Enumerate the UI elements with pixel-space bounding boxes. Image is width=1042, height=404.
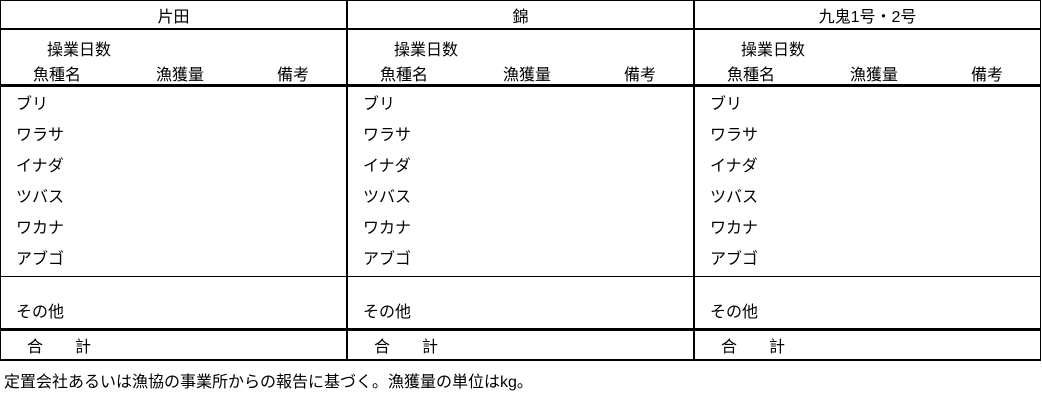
- species-cell: ブリ: [363, 96, 396, 113]
- other-label: その他: [363, 304, 412, 321]
- operating-days-label: 操業日数: [47, 42, 112, 59]
- species-cell: ワラサ: [16, 127, 65, 144]
- section-subheader: 操業日数 魚種名 漁獲量 備考: [348, 30, 693, 87]
- species-cell: ブリ: [16, 96, 49, 113]
- total-label: 合 計: [721, 339, 786, 356]
- species-cell: アブゴ: [710, 251, 759, 268]
- col-header-remarks: 備考: [971, 67, 1004, 84]
- blank-row: [710, 277, 1040, 301]
- species-cell: ツバス: [363, 189, 412, 206]
- section-katada: 片田 操業日数 魚種名 漁獲量 備考 ブリ ワラサ イナダ ツバス ワカナ アブ…: [1, 1, 346, 359]
- section-nishiki: 錦 操業日数 魚種名 漁獲量 備考 ブリ ワラサ イナダ ツバス ワカナ アブゴ…: [346, 1, 693, 359]
- operating-days-label: 操業日数: [741, 42, 806, 59]
- operating-days-label: 操業日数: [394, 42, 459, 59]
- other-label: その他: [16, 304, 65, 321]
- total-row: 合 計: [348, 331, 693, 359]
- species-cell: ワカナ: [363, 220, 412, 237]
- total-label: 合 計: [27, 339, 92, 356]
- other-label: その他: [710, 304, 759, 321]
- other-box: その他: [348, 277, 693, 331]
- species-cell: ツバス: [710, 189, 759, 206]
- other-box: その他: [1, 277, 346, 331]
- col-header-catch: 漁獲量: [503, 67, 552, 84]
- species-cell: アブゴ: [363, 251, 412, 268]
- col-header-species: 魚種名: [380, 67, 429, 84]
- species-cell: ワカナ: [16, 220, 65, 237]
- section-subheader: 操業日数 魚種名 漁獲量 備考: [695, 30, 1040, 87]
- section-kuki-1-2: 九鬼1号・2号 操業日数 魚種名 漁獲量 備考 ブリ ワラサ イナダ ツバス ワ…: [693, 1, 1040, 359]
- section-title: 錦: [348, 1, 693, 30]
- species-cell: イナダ: [710, 158, 758, 175]
- col-header-remarks: 備考: [277, 67, 310, 84]
- species-cell: ツバス: [16, 189, 65, 206]
- col-header-catch: 漁獲量: [156, 67, 205, 84]
- section-subheader: 操業日数 魚種名 漁獲量 備考: [1, 30, 346, 87]
- species-cell: イナダ: [363, 158, 411, 175]
- species-list: ブリ ワラサ イナダ ツバス ワカナ アブゴ: [348, 87, 693, 277]
- other-box: その他: [695, 277, 1040, 331]
- species-cell: イナダ: [16, 158, 64, 175]
- catch-report-table: 片田 操業日数 魚種名 漁獲量 備考 ブリ ワラサ イナダ ツバス ワカナ アブ…: [0, 0, 1041, 361]
- section-title: 九鬼1号・2号: [695, 1, 1040, 30]
- species-cell: ワラサ: [710, 127, 759, 144]
- total-row: 合 計: [1, 331, 346, 359]
- species-cell: ワカナ: [710, 220, 759, 237]
- col-header-species: 魚種名: [33, 67, 82, 84]
- species-list: ブリ ワラサ イナダ ツバス ワカナ アブゴ: [1, 87, 346, 277]
- species-cell: ブリ: [710, 96, 743, 113]
- col-header-catch: 漁獲量: [850, 67, 899, 84]
- species-list: ブリ ワラサ イナダ ツバス ワカナ アブゴ: [695, 87, 1040, 277]
- total-row: 合 計: [695, 331, 1040, 359]
- section-title: 片田: [1, 1, 346, 30]
- total-label: 合 計: [374, 339, 439, 356]
- species-cell: アブゴ: [16, 251, 65, 268]
- col-header-remarks: 備考: [624, 67, 657, 84]
- species-cell: ワラサ: [363, 127, 412, 144]
- blank-row: [363, 277, 693, 301]
- col-header-species: 魚種名: [727, 67, 776, 84]
- footer-note: 定置会社あるいは漁協の事業所からの報告に基づく。漁獲量の単位はkg。: [4, 374, 533, 391]
- blank-row: [16, 277, 346, 301]
